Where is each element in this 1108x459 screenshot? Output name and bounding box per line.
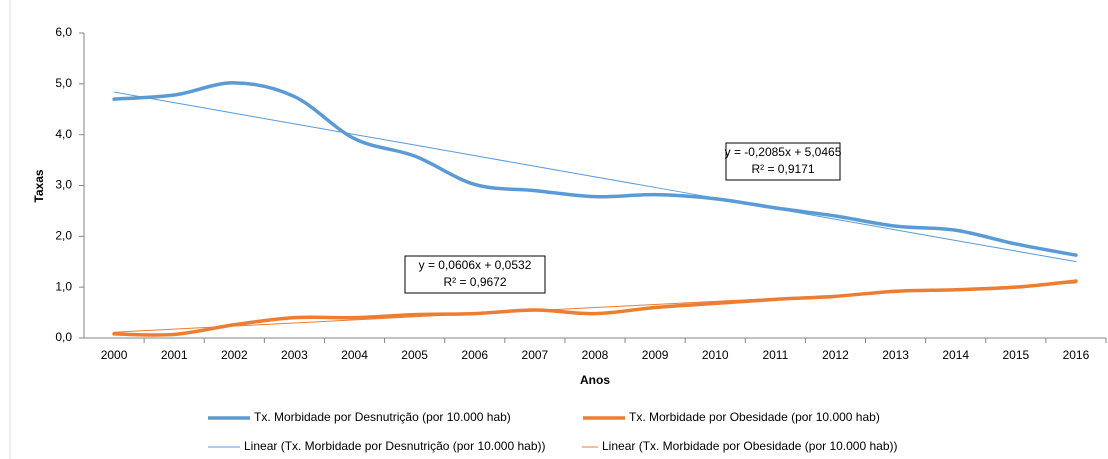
x-tick-label: 2016 — [1063, 348, 1090, 362]
x-tick-label: 2004 — [341, 348, 368, 362]
x-tick-label: 2009 — [642, 348, 669, 362]
x-tick-label: 2003 — [281, 348, 308, 362]
y-axis-label: Taxas — [32, 169, 46, 202]
annotation-text: R² = 0,9171 — [751, 162, 814, 176]
annotation-box — [725, 142, 841, 181]
legend-label: Tx. Morbidade por Obesidade (por 10.000 … — [629, 410, 880, 424]
x-tick-label: 2015 — [1002, 348, 1029, 362]
x-tick-label: 2011 — [762, 348, 788, 362]
x-axis-label: Anos — [580, 373, 610, 387]
x-tick-label: 2010 — [702, 348, 729, 362]
y-tick-label: 2,0 — [55, 229, 72, 243]
legend-label: Linear (Tx. Morbidade por Obesidade (por… — [602, 439, 898, 453]
y-tick-label: 6,0 — [55, 25, 72, 39]
trend-line — [113, 282, 1077, 333]
series-line — [112, 81, 1078, 257]
y-tick-label: 4,0 — [55, 127, 72, 141]
y-tick-label: 3,0 — [55, 178, 72, 192]
x-tick-label: 2000 — [101, 348, 128, 362]
annotation-box — [404, 255, 546, 294]
x-tick-label: 2002 — [221, 348, 248, 362]
y-tick-label: 5,0 — [55, 76, 72, 90]
x-tick-label: 2006 — [461, 348, 488, 362]
y-tick-label: 0,0 — [55, 330, 72, 344]
series-line — [112, 279, 1078, 337]
x-tick-label: 2012 — [822, 348, 849, 362]
x-tick-label: 2007 — [522, 348, 549, 362]
x-tick-label: 2014 — [942, 348, 969, 362]
x-tick-label: 2005 — [401, 348, 428, 362]
y-tick-label: 1,0 — [55, 279, 72, 293]
x-tick-label: 2008 — [582, 348, 609, 362]
trend-line — [113, 91, 1077, 263]
annotation-text: y = -0,2085x + 5,0465 — [725, 145, 842, 159]
x-tick-label: 2013 — [882, 348, 909, 362]
x-tick-label: 2001 — [161, 348, 188, 362]
annotation-text: y = 0,0606x + 0,0532 — [419, 258, 532, 272]
legend-label: Tx. Morbidade por Desnutrição (por 10.00… — [254, 410, 511, 424]
legend-label: Linear (Tx. Morbidade por Desnutrição (p… — [244, 439, 546, 453]
annotation-text: R² = 0,9672 — [443, 275, 506, 289]
